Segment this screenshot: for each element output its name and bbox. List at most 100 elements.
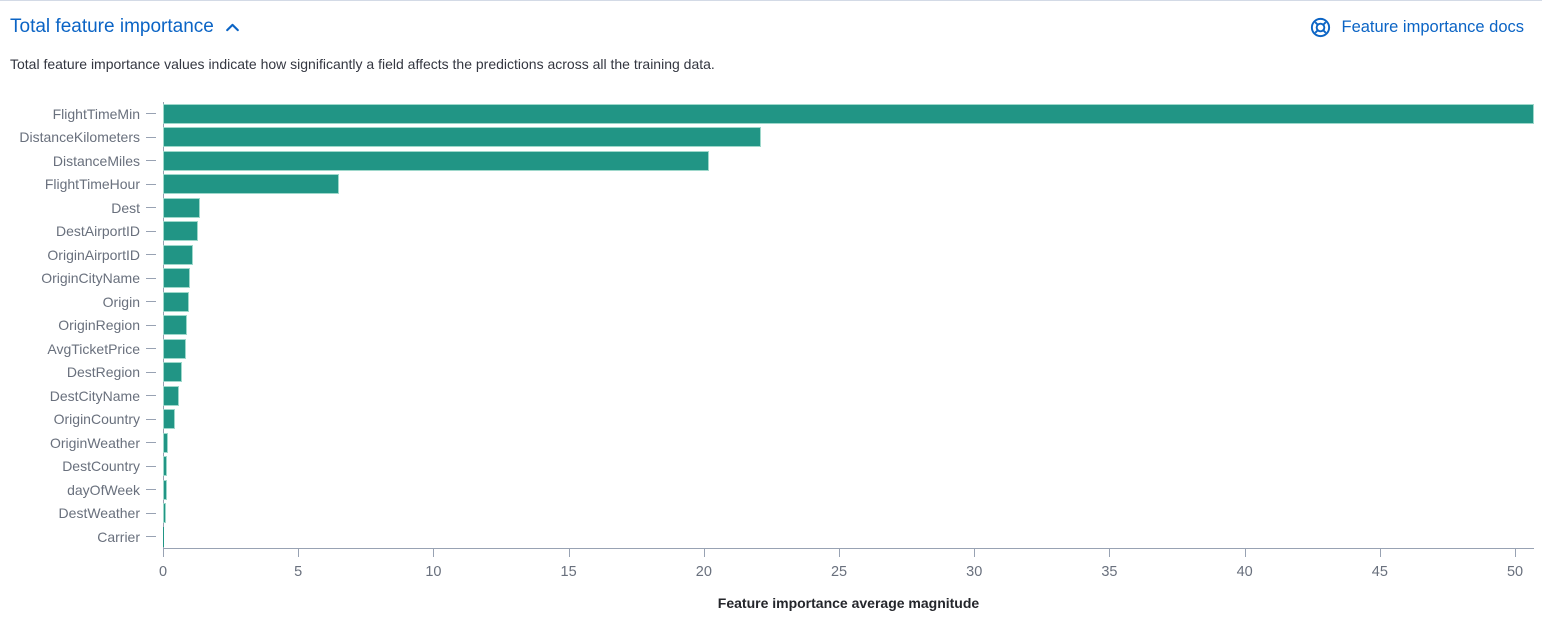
panel-title: Total feature importance (10, 16, 214, 38)
chart-row: OriginAirportID (0, 243, 1542, 267)
x-axis: 0 5 10 15 20 25 30 35 40 45 50 (159, 548, 1534, 586)
y-axis-label: Dest (111, 199, 140, 216)
chart-row: OriginWeather (0, 431, 1542, 455)
y-axis-tick (146, 395, 156, 397)
y-axis-label: FlightTimeMin (52, 105, 140, 122)
chart-row: Origin (0, 290, 1542, 314)
y-axis-tick (146, 230, 156, 232)
bar-OriginAirportID (163, 244, 193, 265)
x-axis-tick-label: 15 (560, 564, 577, 581)
x-axis-tick (1379, 548, 1381, 558)
bar-DestWeather (163, 503, 167, 524)
y-axis-tick (146, 277, 156, 279)
x-axis-tick (163, 548, 164, 558)
y-axis-tick (146, 348, 156, 350)
x-axis-tick-label: 40 (1236, 564, 1253, 581)
bar-track (163, 454, 1534, 478)
bar-track (163, 266, 1534, 290)
panel-header: Total feature importance Feature importa… (0, 1, 1542, 41)
bar-OriginCountry (163, 409, 176, 430)
bar-rows: FlightTimeMin DistanceKilometers DistanceM… (0, 101, 1542, 549)
y-axis-tick (146, 207, 156, 209)
total-feature-importance-accordion-toggle[interactable]: Total feature importance (10, 16, 241, 39)
chart-row: DistanceMiles (0, 149, 1542, 173)
x-axis-tick (433, 548, 435, 558)
y-axis-tick (146, 512, 156, 514)
x-axis-tick (1109, 548, 1111, 558)
y-axis-label: DestCityName (49, 387, 140, 404)
bar-Carrier (163, 526, 165, 547)
y-axis-tick (146, 465, 156, 467)
x-axis-tick (1515, 548, 1517, 558)
x-axis-tick-label: 20 (695, 564, 712, 581)
feature-importance-docs-link[interactable]: Feature importance docs (1309, 16, 1524, 39)
x-axis-tick-label: 25 (830, 564, 848, 581)
y-axis-label: Origin (102, 293, 140, 310)
x-axis-tick (839, 548, 841, 558)
y-axis-label: DestWeather (58, 505, 140, 522)
y-axis-label: OriginAirportID (47, 246, 140, 263)
bar-DestCountry (163, 456, 168, 477)
chart-row: OriginRegion (0, 313, 1542, 337)
feature-importance-chart: FlightTimeMin DistanceKilometers DistanceM… (0, 101, 1542, 612)
bar-track (163, 478, 1534, 502)
x-axis-tick-label: 0 (158, 564, 168, 581)
y-axis-tick (146, 183, 156, 185)
chart-row: DestCityName (0, 384, 1542, 408)
x-axis-tick-label: 30 (966, 564, 983, 581)
y-axis-label: OriginRegion (58, 317, 140, 334)
bar-track (163, 219, 1534, 243)
bar-track (163, 313, 1534, 337)
chart-row: AvgTicketPrice (0, 337, 1542, 361)
chart-row: DistanceKilometers (0, 125, 1542, 149)
bar-track (163, 196, 1534, 220)
y-axis-label: DestCountry (62, 458, 140, 475)
y-axis-tick (146, 254, 156, 256)
chart-row: OriginCityName (0, 266, 1542, 290)
bar-track (163, 384, 1534, 408)
bar-DistanceMiles (163, 150, 710, 171)
y-axis-label: OriginCountry (53, 411, 140, 428)
chart-row: DestAirportID (0, 219, 1542, 243)
chart-row: FlightTimeHour (0, 172, 1542, 196)
y-axis-tick (146, 324, 156, 326)
y-axis-label: DistanceKilometers (19, 129, 140, 146)
y-axis-label: AvgTicketPrice (47, 340, 140, 357)
x-axis-tick-label: 35 (1101, 564, 1118, 581)
y-axis-tick (146, 113, 156, 115)
bar-DestCityName (163, 385, 180, 406)
chart-row: DestCountry (0, 454, 1542, 478)
y-axis-tick (146, 136, 156, 138)
bar-FlightTimeHour (163, 174, 339, 195)
y-axis-tick (146, 371, 156, 373)
chart-row: Carrier (0, 525, 1542, 549)
bar-DestRegion (163, 362, 182, 383)
chart-row: OriginCountry (0, 407, 1542, 431)
x-axis-title: Feature importance average magnitude (717, 595, 980, 612)
x-axis-tick-label: 50 (1506, 564, 1524, 581)
bar-DistanceKilometers (163, 127, 761, 148)
x-axis-tick (568, 548, 570, 558)
y-axis-label: DistanceMiles (52, 152, 140, 169)
y-axis-label: DestRegion (66, 364, 140, 381)
y-axis-label: OriginCityName (41, 270, 140, 287)
bar-track (163, 360, 1534, 384)
life-ring-help-icon (1309, 16, 1332, 39)
bar-Origin (163, 291, 189, 312)
y-axis-tick (146, 418, 156, 420)
y-axis-label: OriginWeather (49, 434, 140, 451)
y-axis-label: DestAirportID (55, 223, 140, 240)
chart-row: DestWeather (0, 501, 1542, 525)
y-axis-tick (146, 301, 156, 303)
chart-row: dayOfWeek (0, 478, 1542, 502)
bar-track (163, 501, 1534, 525)
chart-row: Dest (0, 196, 1542, 220)
y-axis-tick (146, 489, 156, 491)
panel-description: Total feature importance values indicate… (10, 56, 715, 72)
bar-track (163, 525, 1534, 549)
y-axis-tick (146, 442, 156, 444)
x-axis-tick (703, 548, 705, 558)
docs-link-label: Feature importance docs (1341, 18, 1524, 36)
x-axis-tick-label: 10 (425, 564, 442, 581)
